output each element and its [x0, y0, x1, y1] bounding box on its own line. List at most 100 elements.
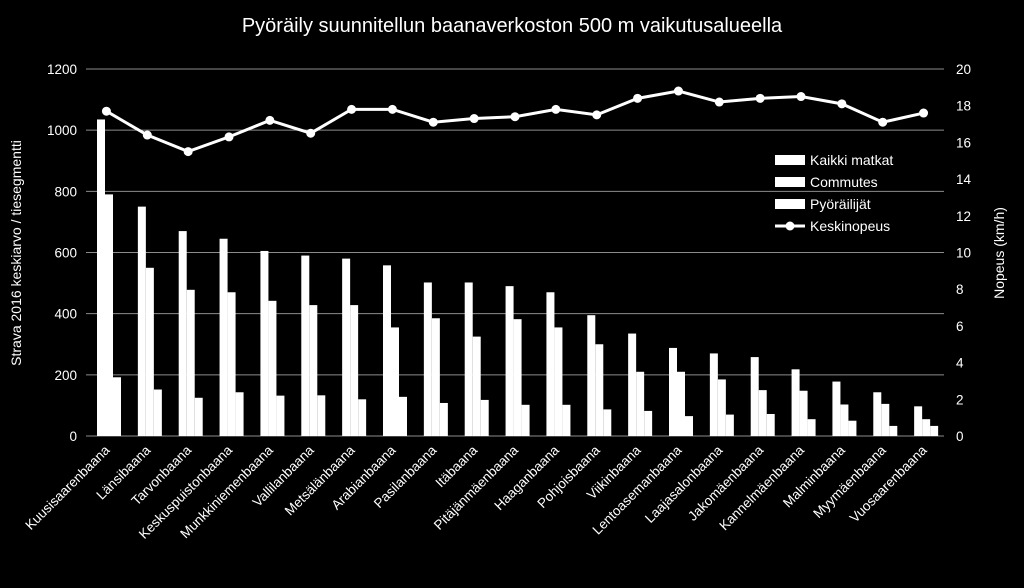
speed-point	[224, 132, 234, 142]
y2-tick-label: 12	[956, 209, 971, 224]
bar-commutes	[227, 292, 236, 436]
speed-point	[551, 104, 561, 114]
bar-kaikki-matkat	[137, 206, 146, 436]
bar-py-r-ilij-t	[930, 425, 939, 436]
speed-point	[306, 128, 316, 138]
speed-point	[878, 117, 888, 127]
bar-kaikki-matkat	[178, 231, 187, 436]
y-tick-label: 800	[54, 184, 77, 199]
speed-point	[265, 115, 275, 125]
bar-kaikki-matkat	[628, 333, 637, 436]
bar-commutes	[881, 403, 890, 436]
bar-commutes	[758, 390, 767, 436]
bar-commutes	[554, 327, 563, 436]
bar-py-r-ilij-t	[603, 409, 612, 436]
bar-commutes	[472, 336, 481, 436]
bar-commutes	[105, 194, 113, 436]
bar-commutes	[145, 267, 154, 436]
bar-commutes	[268, 300, 277, 436]
bars-layer	[97, 119, 939, 437]
bar-kaikki-matkat	[383, 265, 391, 436]
speed-line-layer	[101, 86, 929, 157]
legend: Kaikki matkat Commutes Pyöräilijät Keskinop…	[775, 152, 893, 234]
bar-commutes	[677, 371, 685, 436]
y2-tick-label: 16	[956, 135, 971, 150]
y-tick-label: 200	[54, 368, 77, 383]
speed-point	[510, 112, 520, 122]
bar-kaikki-matkat	[669, 347, 677, 436]
bar-commutes	[309, 305, 318, 436]
legend-label: Kaikki matkat	[810, 152, 893, 168]
speed-point	[673, 86, 683, 96]
bar-kaikki-matkat	[260, 250, 269, 436]
category-label: Jakomäenbaana	[685, 442, 767, 524]
bar-kaikki-matkat	[873, 392, 882, 436]
bar-commutes	[186, 289, 195, 436]
speed-point	[101, 106, 111, 116]
bar-kaikki-matkat	[750, 357, 759, 436]
speed-point	[837, 99, 847, 109]
bar-kaikki-matkat	[587, 315, 596, 436]
speed-point	[347, 104, 357, 114]
speed-point	[142, 130, 152, 140]
bar-py-r-ilij-t	[317, 395, 326, 436]
legend-marker	[785, 221, 795, 231]
speed-point	[428, 117, 438, 127]
bar-py-r-ilij-t	[480, 399, 489, 436]
bar-kaikki-matkat	[342, 258, 351, 436]
bar-py-r-ilij-t	[439, 402, 448, 436]
speed-point	[919, 108, 929, 118]
category-labels: KuusisaarenbaanaLänsibaanaTarvonbaanaKes…	[22, 442, 930, 542]
legend-label: Commutes	[810, 174, 878, 190]
speed-point	[387, 104, 397, 114]
legend-swatch	[775, 177, 805, 187]
bar-py-r-ilij-t	[725, 414, 734, 436]
bar-kaikki-matkat	[423, 282, 432, 436]
left-axis-title: Strava 2016 keskiarvo / tiesegmentti	[8, 140, 24, 366]
y2-tick-label: 6	[956, 319, 964, 334]
y-tick-label: 1200	[47, 62, 77, 77]
speed-point	[592, 110, 602, 120]
y-tick-label: 0	[69, 429, 77, 444]
bar-py-r-ilij-t	[521, 404, 530, 436]
bar-kaikki-matkat	[832, 381, 841, 436]
y2-tick-label: 8	[956, 282, 964, 297]
speed-point	[183, 147, 193, 157]
y-tick-label: 1000	[47, 123, 77, 138]
y2-tick-label: 0	[956, 429, 964, 444]
chart-title: Pyöräily suunnitellun baanaverkoston 500…	[242, 15, 783, 37]
bar-kaikki-matkat	[505, 286, 514, 436]
y2-tick-label: 4	[956, 356, 964, 371]
bar-commutes	[595, 344, 604, 436]
bar-py-r-ilij-t	[235, 392, 244, 436]
y-tick-label: 600	[54, 246, 77, 261]
bar-commutes	[431, 318, 440, 436]
bar-commutes	[922, 419, 931, 436]
legend-swatch	[775, 199, 805, 209]
speed-point	[714, 97, 724, 107]
legend-swatch	[775, 155, 805, 165]
bar-py-r-ilij-t	[194, 397, 203, 436]
right-axis-title: Nopeus (km/h)	[991, 207, 1007, 299]
bar-kaikki-matkat	[97, 119, 105, 437]
bar-kaikki-matkat	[791, 369, 800, 436]
bar-commutes	[350, 305, 359, 436]
bar-py-r-ilij-t	[807, 419, 816, 436]
bar-commutes	[840, 404, 849, 436]
bar-kaikki-matkat	[914, 406, 923, 436]
bar-commutes	[717, 379, 726, 436]
bar-py-r-ilij-t	[685, 416, 693, 436]
speed-point	[469, 114, 479, 124]
speed-point	[796, 92, 806, 102]
y2-tick-label: 18	[956, 99, 971, 114]
bar-py-r-ilij-t	[153, 389, 162, 436]
speed-point	[755, 93, 765, 103]
bar-kaikki-matkat	[546, 292, 555, 436]
left-axis-ticks: 0 200 400 600 800 1000 1200	[47, 62, 77, 444]
y2-tick-label: 2	[956, 392, 964, 407]
bar-py-r-ilij-t	[644, 410, 653, 436]
bar-py-r-ilij-t	[358, 399, 367, 436]
bar-commutes	[513, 319, 522, 436]
y2-tick-label: 10	[956, 246, 971, 261]
bar-py-r-ilij-t	[766, 413, 775, 436]
